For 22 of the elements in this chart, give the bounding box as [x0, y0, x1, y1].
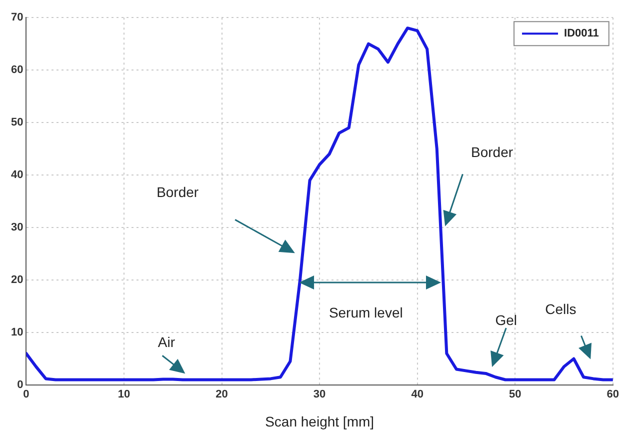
- y-tick-label: 70: [10, 12, 24, 24]
- y-tick-label: 10: [10, 326, 24, 339]
- y-tick-label: 30: [10, 222, 24, 234]
- annotation: Air: [158, 334, 176, 350]
- annotation: Border: [471, 144, 514, 160]
- annotation: Gel: [495, 312, 518, 328]
- x-tick-label: 60: [606, 388, 620, 401]
- x-axis-title: Scan height [mm]: [265, 413, 374, 430]
- x-tick-label: 40: [411, 388, 424, 401]
- y-tick-label: 50: [10, 116, 24, 129]
- y-tick-label: 20: [10, 274, 24, 286]
- legend-label: ID0011: [564, 28, 599, 40]
- y-tick-label: 60: [10, 64, 24, 76]
- annotation: Border: [156, 184, 199, 200]
- annotation: Cells: [545, 300, 576, 317]
- x-tick-label: 10: [118, 388, 130, 401]
- y-tick-label: 0: [17, 379, 24, 392]
- y-tick-label: 40: [10, 169, 24, 182]
- annotation: Serum level: [328, 304, 403, 320]
- x-tick-label: 20: [216, 388, 228, 401]
- x-tick-label: 50: [508, 388, 522, 401]
- x-tick-label: 30: [313, 388, 326, 401]
